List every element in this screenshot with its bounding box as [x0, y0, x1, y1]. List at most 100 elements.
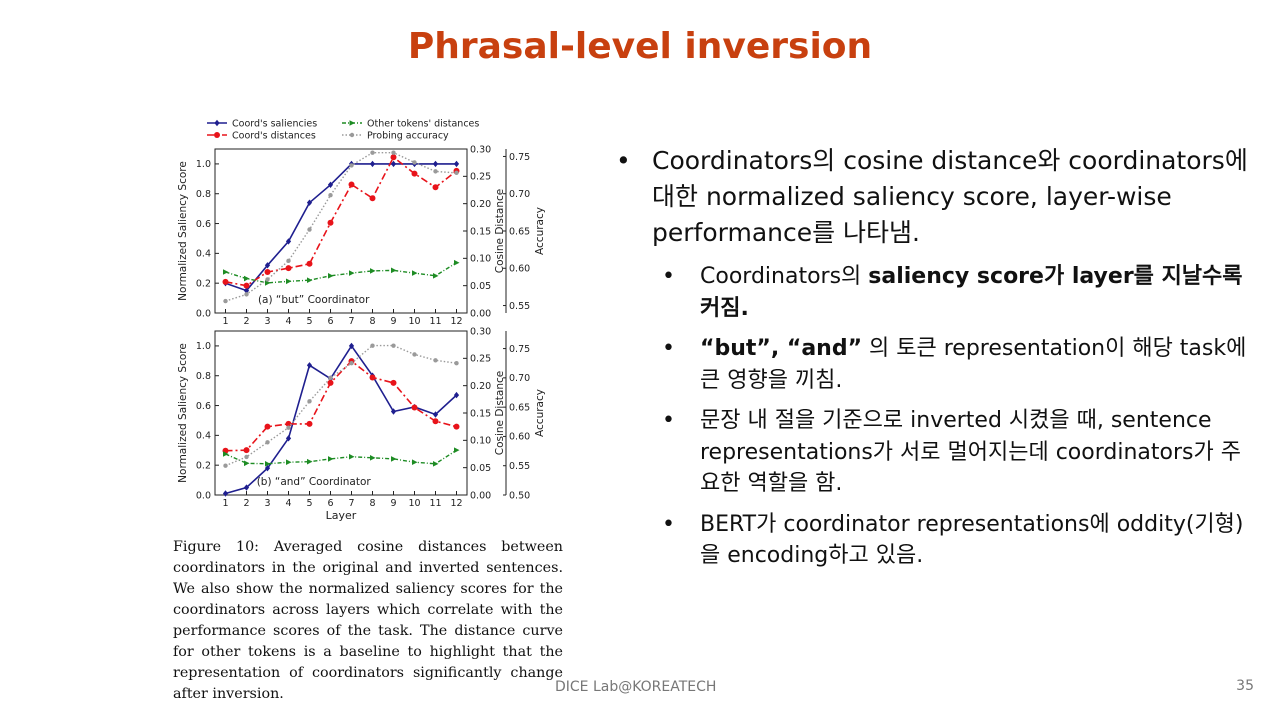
bullet-sub-saliency: Coordinators의 saliency score가 layer를 지날수… — [616, 261, 1256, 324]
x-tick-label: 3 — [264, 498, 270, 509]
x-tick-label: 4 — [285, 316, 291, 327]
y2-tick-label: 0.30 — [470, 144, 491, 155]
legend-label: Probing accuracy — [367, 131, 449, 142]
bullet-list: Coordinators의 cosine distance와 coordinat… — [616, 143, 1256, 581]
data-point — [264, 423, 271, 430]
legend-marker — [349, 120, 355, 126]
x-tick-label: 8 — [369, 498, 375, 509]
data-point — [412, 352, 417, 357]
data-point — [244, 292, 249, 297]
data-point — [223, 298, 228, 304]
data-point — [433, 169, 438, 174]
data-point — [370, 268, 376, 274]
data-point — [369, 195, 376, 202]
data-point — [223, 463, 228, 468]
data-point — [307, 458, 313, 465]
y2-tick-label: 0.25 — [470, 354, 491, 365]
x-tick-label: 2 — [243, 498, 249, 509]
data-point — [454, 170, 459, 176]
data-point — [264, 464, 271, 472]
data-point — [412, 459, 418, 465]
data-point — [222, 278, 229, 285]
data-point — [327, 181, 334, 188]
bullet-sub-saliency-text: Coordinators의 — [700, 264, 869, 289]
figure-caption: Figure 10: Averaged cosine distances bet… — [173, 539, 563, 702]
y-tick-label: 0.8 — [196, 189, 211, 200]
data-point — [327, 219, 334, 226]
data-point — [243, 282, 250, 289]
x-tick-label: 7 — [348, 316, 354, 327]
legend-marker — [214, 119, 220, 127]
data-point — [244, 275, 250, 282]
data-point — [327, 379, 334, 386]
data-point — [391, 343, 396, 348]
y-tick-label: 0.4 — [196, 249, 211, 260]
data-point — [285, 435, 292, 442]
data-point — [243, 484, 250, 491]
data-point — [432, 184, 439, 191]
data-point — [286, 459, 292, 465]
series-line — [225, 152, 457, 302]
y-tick-label: 0.2 — [196, 460, 211, 471]
y3-tick-label: 0.60 — [509, 432, 530, 443]
data-point — [243, 447, 250, 454]
y-axis-title: Normalized Saliency Score — [177, 343, 189, 483]
data-point — [306, 260, 313, 267]
data-point — [244, 454, 249, 460]
y3-tick-label: 0.75 — [509, 344, 530, 355]
y2-tick-label: 0.30 — [470, 326, 491, 337]
y2-tick-label: 0.20 — [470, 381, 491, 392]
data-point — [411, 404, 418, 411]
data-point — [432, 411, 439, 418]
data-point — [453, 391, 460, 399]
y-tick-label: 1.0 — [196, 341, 211, 352]
bullet-sub-tokens-text: 의 토큰 representation이 해당 task에 큰 영향을 끼침. — [700, 336, 1247, 393]
data-point — [391, 150, 396, 155]
data-point — [328, 456, 334, 462]
data-point — [433, 358, 438, 363]
x-tick-label: 1 — [222, 498, 228, 509]
y2-axis-title: Cosine Distance — [494, 189, 506, 274]
data-point — [369, 374, 376, 381]
data-point — [412, 160, 417, 165]
y3-tick-label: 0.65 — [509, 402, 530, 413]
x-tick-label: 1 — [222, 316, 228, 327]
data-point — [285, 265, 292, 272]
data-point — [306, 199, 313, 206]
data-point — [433, 461, 439, 467]
data-point — [307, 227, 312, 232]
x-tick-label: 9 — [390, 316, 396, 327]
data-point — [265, 440, 270, 445]
data-point — [285, 238, 292, 245]
data-point — [265, 461, 271, 467]
x-axis-title: Layer — [326, 509, 357, 522]
data-point — [370, 150, 375, 155]
data-point — [454, 259, 460, 266]
y2-tick-label: 0.00 — [470, 490, 491, 501]
series-line — [225, 344, 457, 467]
x-tick-label: 9 — [390, 498, 396, 509]
data-point — [432, 160, 439, 168]
y-tick-label: 0.6 — [196, 219, 211, 230]
data-point — [286, 425, 291, 430]
y2-tick-label: 0.05 — [470, 281, 491, 292]
data-point — [306, 362, 313, 369]
data-point — [411, 170, 418, 177]
data-point — [265, 277, 270, 282]
data-point — [453, 423, 460, 430]
x-tick-label: 3 — [264, 316, 270, 327]
data-point — [223, 451, 229, 457]
x-tick-label: 12 — [450, 498, 462, 509]
data-point — [349, 361, 354, 366]
x-tick-label: 10 — [408, 498, 420, 509]
data-point — [349, 270, 355, 276]
y2-tick-label: 0.05 — [470, 463, 491, 474]
data-point — [370, 455, 376, 461]
y2-tick-label: 0.15 — [470, 408, 491, 419]
data-point — [264, 269, 271, 275]
x-tick-label: 5 — [306, 316, 312, 327]
bullet-main: Coordinators의 cosine distance와 coordinat… — [616, 143, 1256, 251]
panel-annotation: (b) “and” Coordinator — [257, 476, 372, 488]
data-point — [348, 342, 355, 350]
data-point — [391, 456, 397, 462]
